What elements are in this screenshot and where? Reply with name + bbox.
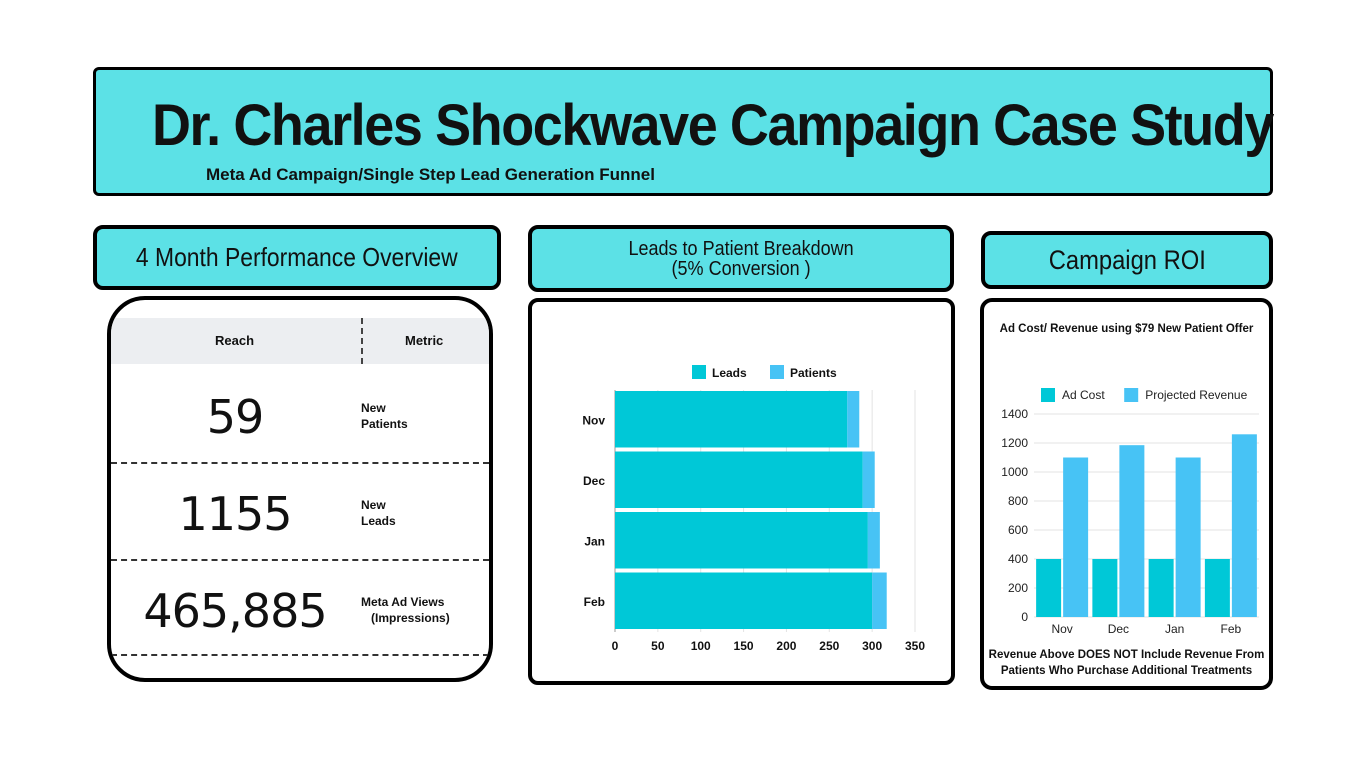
row-divider [111, 654, 489, 656]
legend-swatch [1041, 388, 1055, 402]
y-tick-label: 1200 [1001, 436, 1028, 450]
overview-title-box: 4 Month Performance Overview [93, 225, 501, 290]
bar-projected-revenue [1119, 445, 1145, 617]
leads-title-line2: (5% Conversion ) [671, 257, 811, 280]
x-tick-label: Dec [1108, 622, 1129, 636]
bar-ad-cost [1036, 559, 1062, 617]
metric-label: New Patients [361, 401, 408, 431]
leads-title-line1: Leads to Patient Breakdown [628, 237, 854, 260]
x-tick-label: 0 [612, 639, 619, 653]
leads-chart-panel: 0 50 100 150 200 250 300 350 Leads Patients Nov Dec… [528, 298, 955, 685]
table-row: 59 New Patients [111, 366, 489, 462]
x-tick-label: Feb [1221, 622, 1242, 636]
legend-swatch [770, 365, 784, 379]
column-divider [361, 318, 363, 364]
bar-leads [615, 572, 873, 629]
bar-projected-revenue [1231, 434, 1257, 617]
legend-label: Patients [790, 366, 837, 380]
legend-swatch [1124, 388, 1139, 402]
metric-label: Meta Ad Views (Impressions) [361, 595, 450, 625]
y-tick-label: Jan [584, 534, 605, 548]
y-tick-label: 0 [1021, 610, 1028, 624]
leads-title-box: Leads to Patient Breakdown (5% Conversio… [528, 225, 954, 292]
roi-footnote: Revenue Above DOES NOT Include Revenue F… [988, 649, 1265, 677]
table-header: Reach Metric [111, 318, 489, 364]
page-subtitle: Meta Ad Campaign/Single Step Lead Genera… [206, 165, 655, 184]
bar-ad-cost [1204, 559, 1230, 617]
x-tick-label: 100 [691, 639, 711, 653]
legend-swatch [692, 365, 706, 379]
legend-label: Leads [712, 366, 747, 380]
page-title: Dr. Charles Shockwave Campaign Case Stud… [152, 93, 1274, 158]
y-tick-label: 1400 [1001, 407, 1028, 421]
bar-leads [615, 451, 863, 508]
x-tick-label: 50 [651, 639, 665, 653]
table-row: 1155 New Leads [111, 463, 489, 559]
bar-leads [615, 512, 868, 569]
metric-value: 1155 [178, 487, 292, 541]
bar-patients [872, 572, 887, 629]
bar-projected-revenue [1175, 457, 1201, 617]
bar-ad-cost [1148, 559, 1174, 617]
y-tick-label: 600 [1008, 523, 1028, 537]
metric-label: New Leads [361, 498, 396, 528]
y-tick-label: 800 [1008, 494, 1028, 508]
bar-ad-cost [1092, 559, 1118, 617]
metric-value: 465,885 [143, 584, 327, 638]
bar-projected-revenue [1063, 457, 1089, 617]
header-banner: Dr. Charles Shockwave Campaign Case Stud… [93, 67, 1274, 196]
bar-patients [867, 512, 880, 569]
bar-leads [615, 391, 848, 448]
legend-label: Projected Revenue [1145, 388, 1247, 402]
roi-chart-panel: Ad Cost/ Revenue using $79 New Patient O… [980, 298, 1273, 690]
y-tick-label: 1000 [1001, 465, 1028, 479]
x-tick-label: 150 [734, 639, 754, 653]
y-tick-label: 400 [1008, 552, 1028, 566]
column-header-metric: Metric [405, 333, 444, 348]
bar-patients [862, 451, 875, 508]
y-tick-label: Feb [584, 595, 605, 609]
overview-title: 4 Month Performance Overview [136, 242, 458, 272]
metric-value: 59 [206, 390, 265, 444]
overview-panel: Reach Metric 59 New Patients 1155 New Le… [107, 296, 493, 682]
x-tick-label: Jan [1165, 622, 1184, 636]
x-tick-label: 350 [905, 639, 925, 653]
x-tick-label: 200 [776, 639, 796, 653]
x-tick-label: 300 [862, 639, 882, 653]
x-tick-label: 250 [819, 639, 839, 653]
bar-patients [847, 391, 860, 448]
column-header-reach: Reach [215, 333, 255, 348]
row-divider [111, 559, 489, 561]
table-row: 465,885 Meta Ad Views (Impressions) [111, 560, 489, 656]
row-divider [111, 462, 489, 464]
leads-patients-chart: 0 50 100 150 200 250 300 350 Leads Patients Nov Dec… [582, 365, 925, 653]
y-tick-label: 200 [1008, 581, 1028, 595]
roi-chart-caption: Ad Cost/ Revenue using $79 New Patient O… [999, 323, 1254, 335]
legend-label: Ad Cost [1062, 388, 1105, 402]
roi-title: Campaign ROI [1048, 244, 1206, 275]
x-tick-label: Nov [1051, 622, 1072, 636]
roi-title-box: Campaign ROI [981, 231, 1273, 289]
roi-bar-chart: 0 200 400 600 800 1000 1200 1400 Ad Cost Projecte… [1001, 388, 1259, 636]
y-tick-label: Dec [583, 474, 605, 488]
y-tick-label: Nov [582, 413, 605, 427]
